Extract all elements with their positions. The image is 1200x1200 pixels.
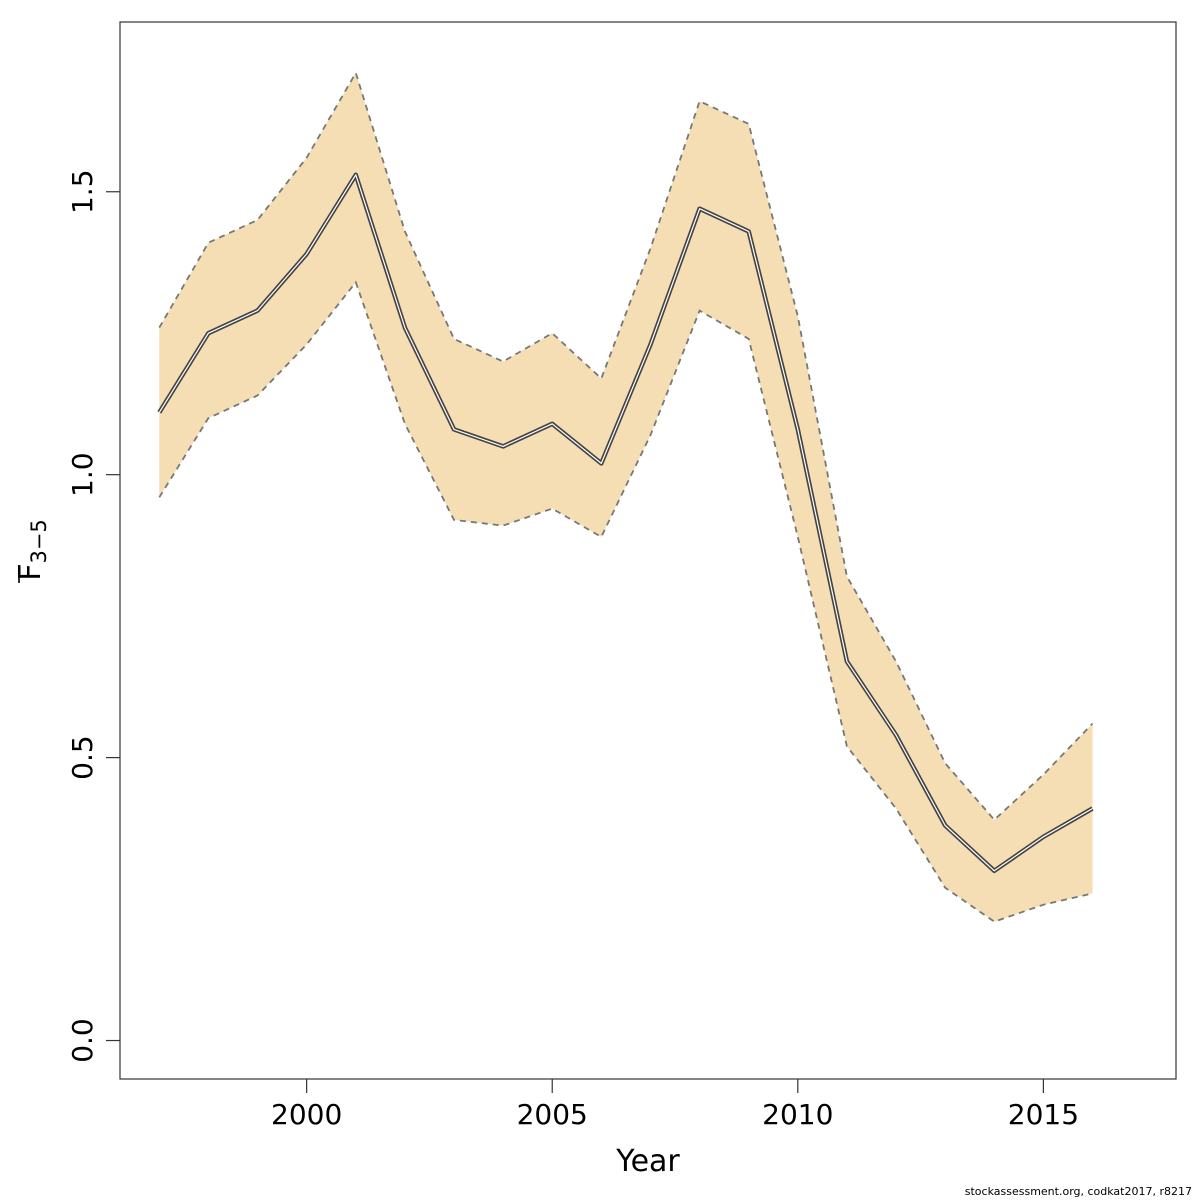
x-tick-label-2010: 2010 [762,1098,833,1131]
plot-frame [119,21,1177,1080]
y-axis-title-main: F [13,564,48,581]
x-tick-label-2000: 2000 [271,1098,342,1131]
x-axis: 2000 2005 2010 2015 [271,1079,1079,1131]
x-tick-label-2005: 2005 [517,1098,588,1131]
svg-text:F3−5: F3−5 [13,519,51,581]
y-tick-label-3: 1.5 [66,169,99,214]
y-axis-title: F3−5 [13,519,51,583]
x-tick-label-2015: 2015 [1008,1098,1079,1131]
y-tick-label-0: 0.0 [66,1018,99,1063]
y-axis-title-sub: 3−5 [27,519,51,563]
y-axis: 0.0 0.5 1.0 1.5 [66,169,120,1063]
lower-bound-line [158,280,1093,923]
x-axis-title: Year [615,1144,680,1179]
upper-bound-line [158,70,1094,822]
y-tick-label-2: 1.0 [66,452,99,497]
footer-credit: stockassessment.org, codkat2017, r8217 [964,1185,1192,1198]
y-tick-label-1: 0.5 [66,735,99,780]
confidence-band [159,72,1093,922]
estimate-line-core [158,174,1093,872]
